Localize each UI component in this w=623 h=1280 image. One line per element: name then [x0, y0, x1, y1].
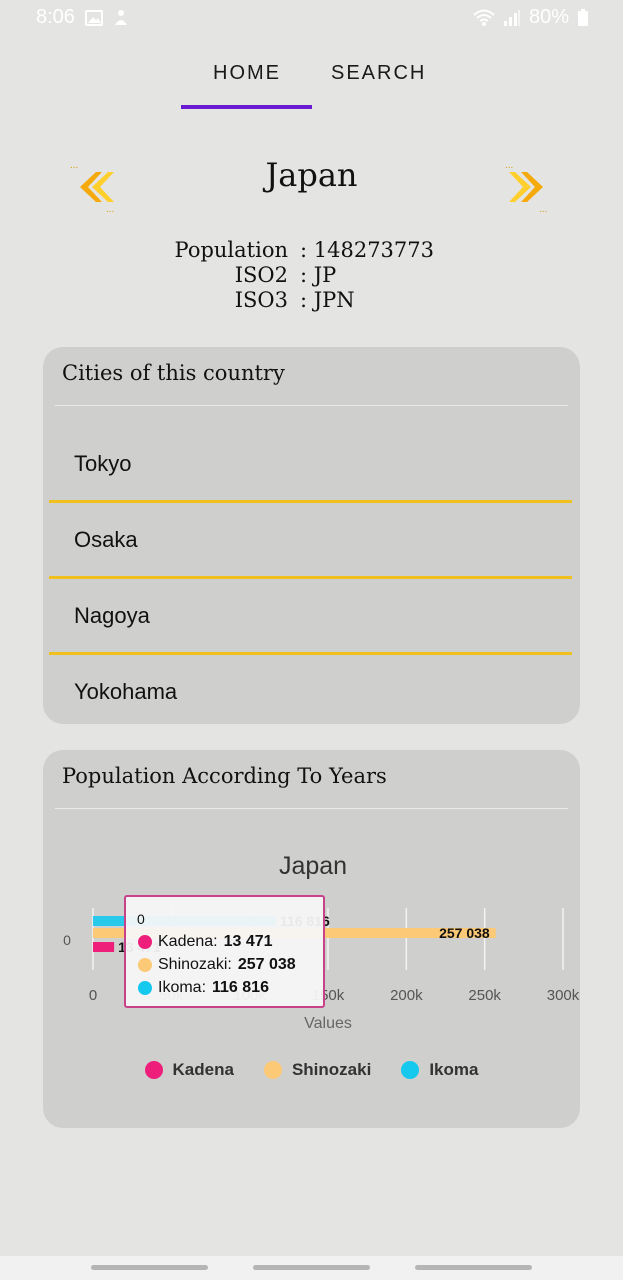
recent-apps-button[interactable]	[91, 1265, 208, 1270]
kadena-dot-icon	[138, 935, 152, 949]
chart-card-title: Population According To Years	[62, 764, 387, 788]
notification-icon	[114, 9, 127, 25]
country-navigator: ... ... Japan ... ...	[0, 150, 623, 220]
tab-bar: HOME SEARCH	[0, 52, 623, 112]
ikoma-legend-dot-icon	[401, 1061, 420, 1079]
bar-kadena[interactable]	[93, 942, 115, 952]
home-button[interactable]	[253, 1265, 370, 1270]
svg-text:...: ...	[539, 204, 547, 212]
city-list-item[interactable]: Tokyo	[49, 427, 572, 503]
x-tick-label: 250k	[468, 987, 501, 1004]
tooltip-row-ikoma: Ikoma: 116 816	[138, 979, 269, 997]
tooltip-series-name: Shinozaki:	[158, 956, 232, 973]
x-tick-label: 0	[89, 987, 97, 1004]
chart-tooltip: 0 Kadena: 13 471 Shinozaki: 257 038 Ikom…	[124, 895, 325, 1008]
iso2-row: ISO2 : JP	[0, 263, 623, 288]
system-navigation-bar	[0, 1256, 623, 1280]
tooltip-header: 0	[137, 911, 145, 927]
iso3-value: : JPN	[300, 288, 355, 312]
legend-label: Shinozaki	[291, 1060, 372, 1079]
previous-country-arrow-icon[interactable]: ... ...	[70, 162, 120, 212]
data-label-shinozaki: 257 038	[439, 925, 490, 941]
ikoma-dot-icon	[138, 981, 152, 995]
shinozaki-dot-icon	[138, 958, 152, 972]
iso3-label: ISO3	[234, 288, 288, 312]
svg-text:...: ...	[70, 162, 78, 171]
wifi-icon	[473, 9, 495, 26]
divider	[55, 405, 568, 406]
status-time: 8:06	[36, 6, 75, 28]
tab-search[interactable]: SEARCH	[331, 62, 427, 84]
status-bar: 8:06 80%	[0, 0, 623, 36]
chart-card: Population According To Years Japan 13 4…	[43, 750, 580, 1128]
legend-item-shinozaki[interactable]: Shinozaki	[263, 1060, 372, 1080]
back-button[interactable]	[415, 1265, 532, 1270]
tab-indicator	[181, 105, 312, 109]
battery-percent: 80%	[528, 6, 569, 28]
tooltip-series-value: 116 816	[212, 979, 269, 996]
chart-title: Japan	[279, 852, 347, 880]
y-category-label: 0	[63, 932, 71, 948]
city-list-item[interactable]: Yokohama	[49, 655, 572, 724]
shinozaki-legend-dot-icon	[263, 1061, 282, 1079]
tooltip-series-name: Ikoma:	[158, 979, 207, 996]
city-list-item[interactable]: Nagoya	[49, 579, 572, 655]
cities-card: Cities of this country Tokyo Osaka Nagoy…	[43, 347, 580, 724]
cities-card-title: Cities of this country	[62, 361, 285, 385]
tab-home[interactable]: HOME	[213, 62, 281, 84]
x-tick-label: 300k	[547, 987, 580, 1004]
divider	[55, 808, 568, 809]
iso2-label: ISO2	[234, 263, 288, 287]
signal-icon	[503, 9, 520, 26]
legend-item-ikoma[interactable]: Ikoma	[401, 1060, 478, 1080]
city-list-item[interactable]: Osaka	[49, 503, 572, 579]
tooltip-row-kadena: Kadena: 13 471	[138, 933, 273, 951]
legend-item-kadena[interactable]: Kadena	[144, 1060, 234, 1080]
iso3-row: ISO3 : JPN	[0, 288, 623, 313]
tooltip-series-value: 13 471	[223, 933, 273, 950]
svg-text:...: ...	[106, 204, 114, 212]
legend-label: Ikoma	[429, 1060, 479, 1079]
city-list[interactable]: Tokyo Osaka Nagoya Yokohama	[49, 427, 572, 724]
tooltip-series-value: 257 038	[237, 956, 296, 973]
population-label: Population	[174, 238, 288, 262]
country-info: Population : 148273773 ISO2 : JP ISO3 : …	[0, 238, 623, 313]
population-row: Population : 148273773	[0, 238, 623, 263]
battery-icon	[578, 8, 588, 26]
kadena-legend-dot-icon	[144, 1061, 163, 1079]
population-value: : 148273773	[300, 238, 434, 262]
iso2-value: : JP	[300, 263, 337, 287]
chart-legend: Kadena Shinozaki Ikoma	[43, 1060, 580, 1080]
tooltip-row-shinozaki: Shinozaki: 257 038	[138, 956, 296, 974]
image-icon	[84, 9, 103, 26]
svg-text:...: ...	[505, 162, 513, 171]
next-country-arrow-icon[interactable]: ... ...	[503, 162, 553, 212]
x-axis-label: Values	[304, 1015, 352, 1032]
country-name: Japan	[265, 156, 358, 194]
x-tick-label: 200k	[390, 987, 423, 1004]
legend-label: Kadena	[172, 1060, 234, 1079]
tooltip-series-name: Kadena:	[158, 933, 218, 950]
